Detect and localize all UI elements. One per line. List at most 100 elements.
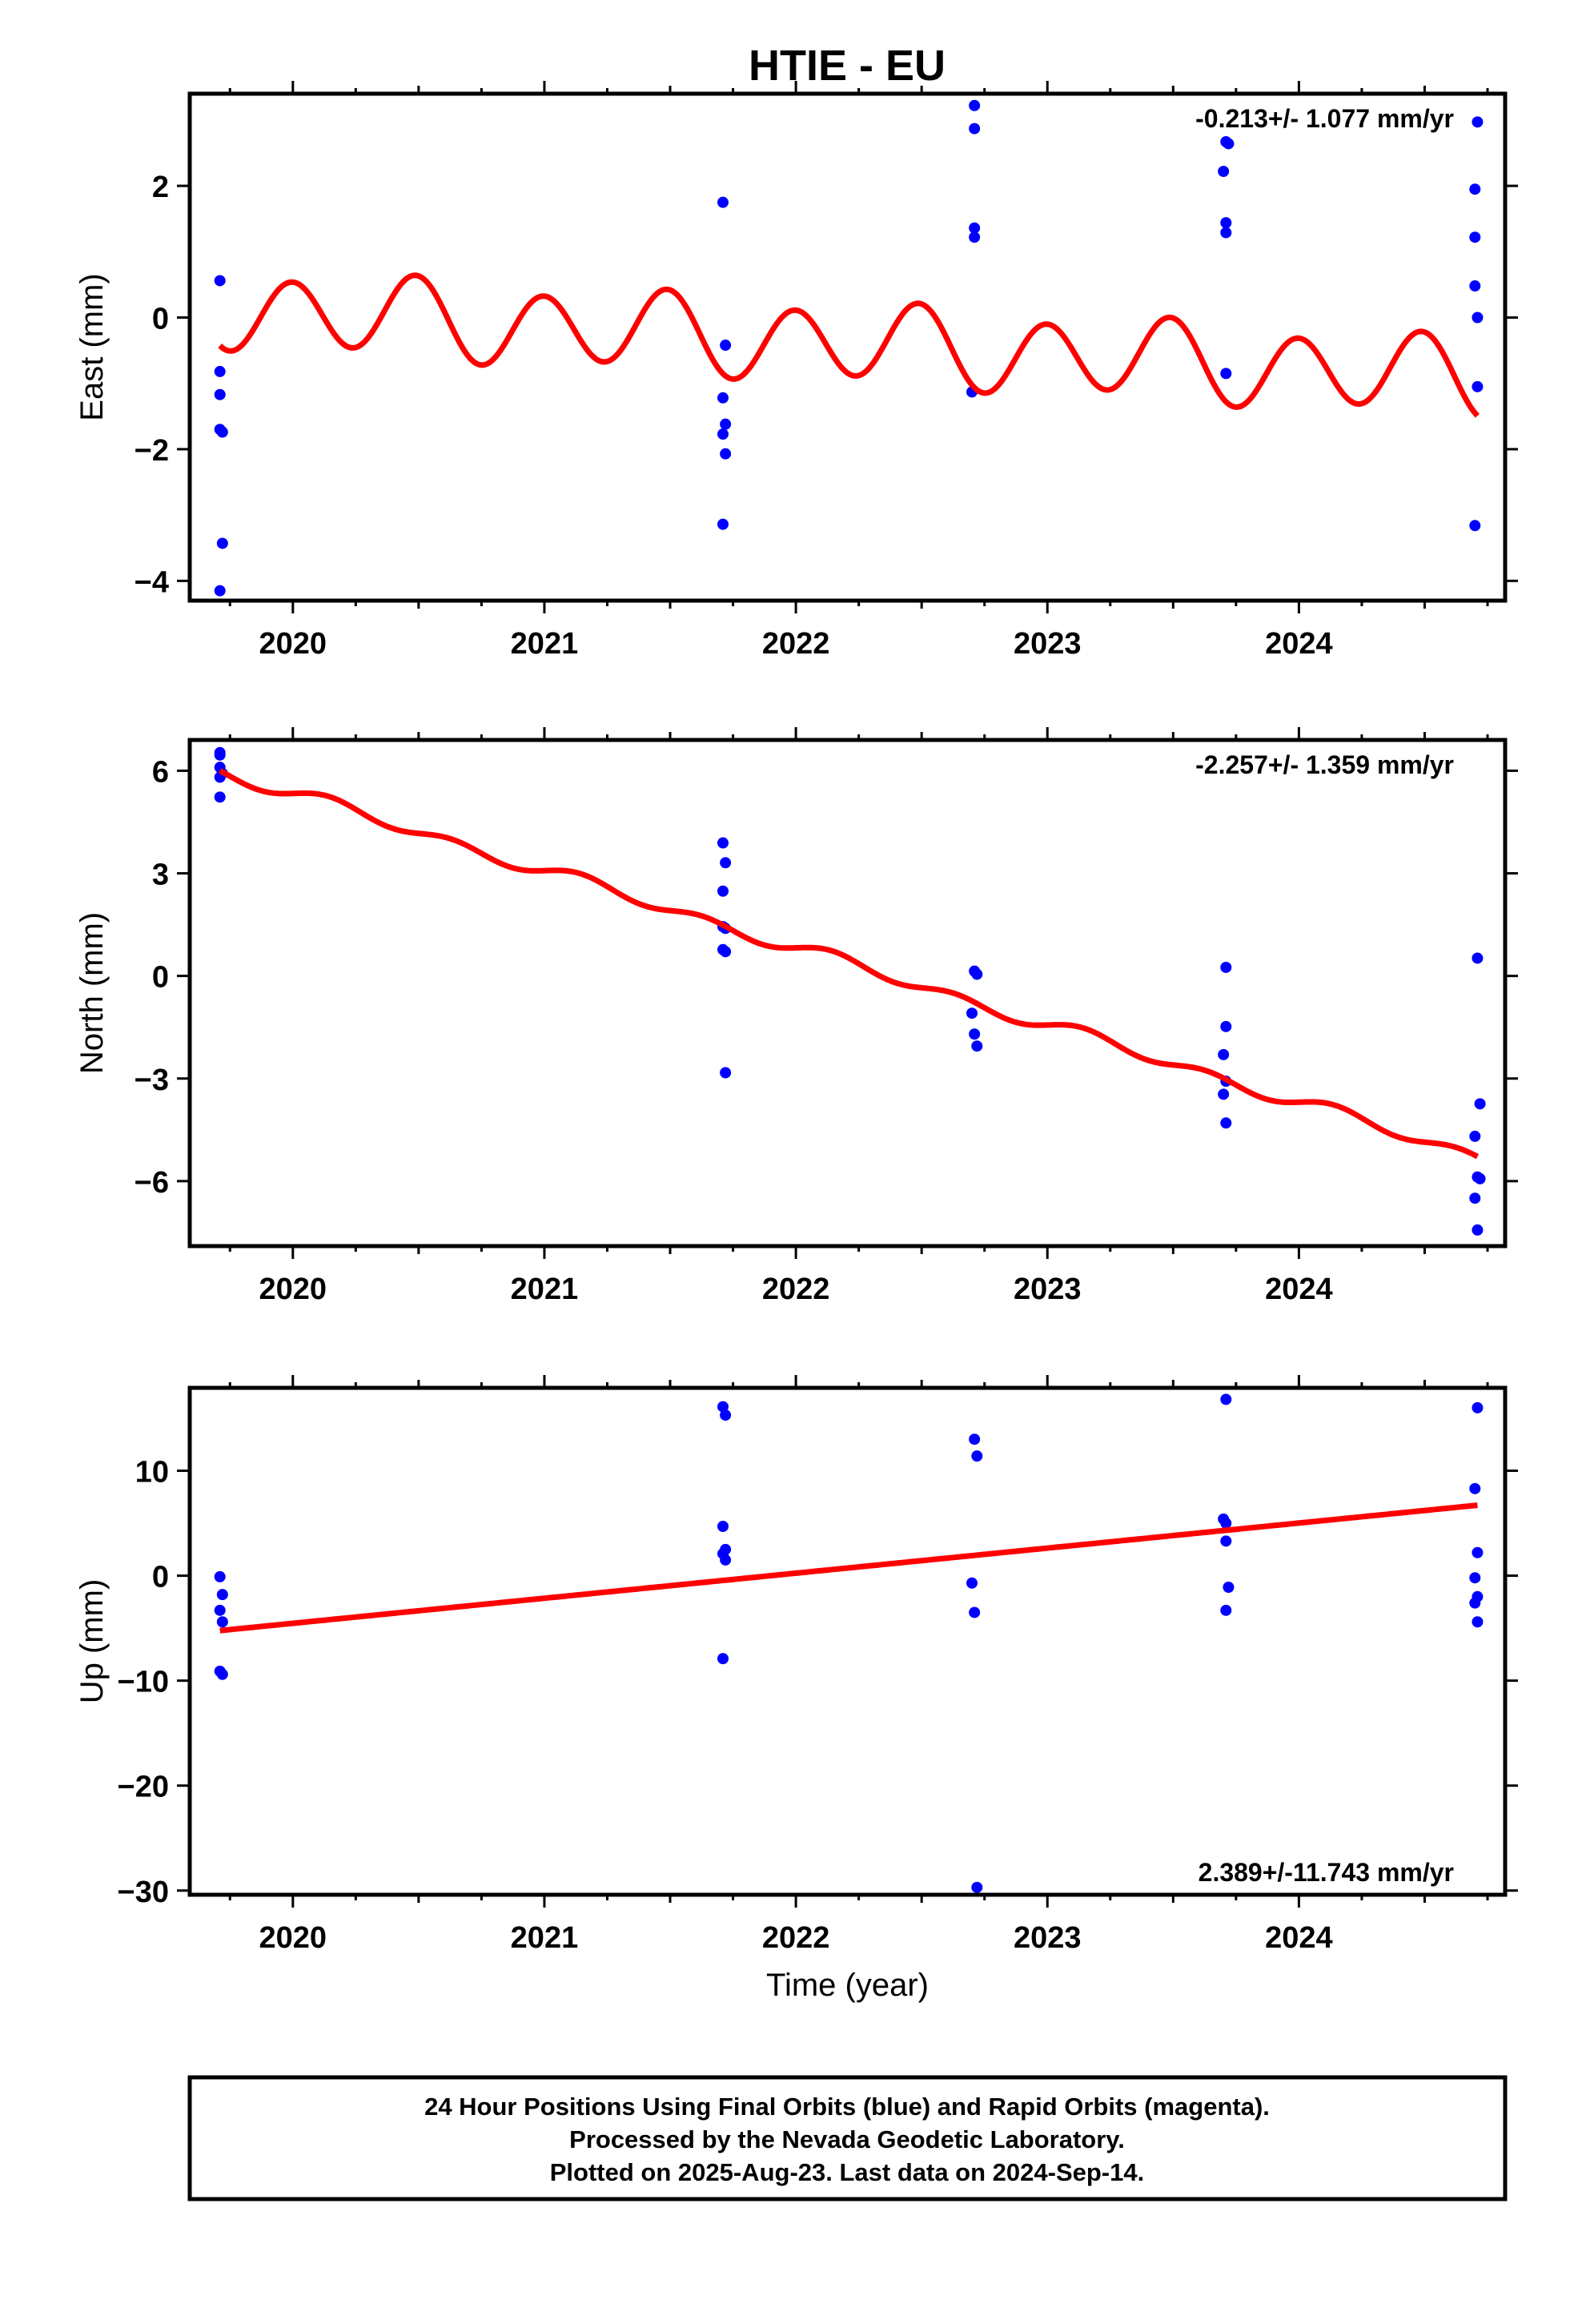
data-point xyxy=(717,196,729,208)
data-point xyxy=(720,946,732,958)
data-point xyxy=(1469,1482,1481,1494)
y-tick-label: −10 xyxy=(118,1666,169,1699)
x-tick-label: 2020 xyxy=(259,1273,327,1306)
data-point xyxy=(717,428,729,440)
data-point xyxy=(214,749,226,761)
y-tick-label: −30 xyxy=(118,1876,169,1909)
data-point xyxy=(1472,116,1484,128)
y-tick-label: −4 xyxy=(135,565,169,599)
footer-line-1: 24 Hour Positions Using Final Orbits (bl… xyxy=(424,2093,1270,2121)
data-point xyxy=(720,418,732,430)
y-tick-label: 0 xyxy=(152,1561,169,1594)
x-tick-label: 2022 xyxy=(762,627,830,661)
data-point xyxy=(1469,1572,1481,1584)
data-point xyxy=(971,1881,983,1893)
data-point xyxy=(1472,1224,1484,1236)
data-point xyxy=(1469,231,1481,243)
footer-line-3: Plotted on 2025-Aug-23. Last data on 202… xyxy=(550,2158,1144,2186)
data-point xyxy=(1220,1117,1232,1129)
data-point xyxy=(1469,1597,1481,1609)
x-tick-label: 2023 xyxy=(1014,1273,1082,1306)
data-point xyxy=(1472,312,1484,324)
panel-up: 2020 2021 2022 2023 2024 −30 −20 −10 0 10 Up (mm) T… xyxy=(74,1375,1518,2003)
data-point xyxy=(1223,138,1235,150)
data-point xyxy=(971,968,983,980)
data-point xyxy=(971,1450,983,1462)
data-point xyxy=(1469,520,1481,532)
y-tick-label: −3 xyxy=(135,1063,169,1097)
data-point xyxy=(969,231,981,243)
x-tick-label: 2024 xyxy=(1265,1273,1333,1306)
x-tick-label: 2024 xyxy=(1265,627,1333,661)
fit-line xyxy=(218,272,1480,418)
data-point xyxy=(969,123,981,135)
data-point xyxy=(1220,1604,1232,1616)
data-point xyxy=(966,1007,978,1019)
rate-label: -0.213+/- 1.077 mm/yr xyxy=(1195,104,1454,133)
y-tick-label: 0 xyxy=(152,961,169,995)
data-point xyxy=(1220,217,1232,229)
x-tick-label: 2022 xyxy=(762,1273,830,1306)
x-tick-label: 2024 xyxy=(1265,1921,1333,1955)
panel-east: 2020 2021 2022 2023 2024 −4 −2 0 2 East (mm) -0.21… xyxy=(74,81,1518,661)
data-point xyxy=(1220,1020,1232,1032)
data-point xyxy=(1218,166,1230,178)
footer-box: 24 Hour Positions Using Final Orbits (bl… xyxy=(187,2075,1508,2201)
data-point xyxy=(966,1577,978,1589)
data-point xyxy=(214,1570,226,1582)
data-point xyxy=(1220,368,1232,380)
y-tick-label: 3 xyxy=(152,858,169,892)
data-point xyxy=(1472,1546,1484,1558)
panel-north: 2020 2021 2022 2023 2024 −6 −3 0 3 6 North (mm) -2.… xyxy=(74,727,1518,1306)
data-point xyxy=(214,585,226,597)
rate-label: -2.257+/- 1.359 mm/yr xyxy=(1195,750,1454,779)
data-point xyxy=(717,837,729,849)
data-point xyxy=(1472,1616,1484,1628)
data-point xyxy=(720,1554,732,1566)
plot-area xyxy=(214,99,1484,597)
data-point xyxy=(214,791,226,803)
plot-frame xyxy=(187,738,1508,1248)
data-point xyxy=(1220,1393,1232,1405)
data-point xyxy=(717,1653,729,1665)
data-point xyxy=(969,1028,981,1040)
data-point xyxy=(216,426,228,438)
y-tick-label: 2 xyxy=(152,171,169,204)
data-point xyxy=(1220,1518,1232,1530)
x-axis-label: Time (year) xyxy=(766,1968,929,2003)
data-point xyxy=(1472,952,1484,964)
data-point xyxy=(216,537,228,549)
data-point xyxy=(1220,1535,1232,1547)
data-point xyxy=(1218,1088,1230,1100)
data-point xyxy=(1474,1098,1486,1110)
data-point xyxy=(216,1589,228,1601)
fit-line xyxy=(219,1502,1479,1634)
y-axis-label: North (mm) xyxy=(74,912,110,1074)
data-point xyxy=(720,1067,732,1079)
x-tick-label: 2020 xyxy=(259,1921,327,1955)
y-tick-label: −6 xyxy=(135,1166,169,1200)
data-point xyxy=(1472,1401,1484,1413)
data-point xyxy=(1469,183,1481,195)
x-tick-label: 2021 xyxy=(511,627,579,661)
data-point xyxy=(969,222,981,234)
footer-frame xyxy=(187,2075,1508,2201)
data-point xyxy=(969,99,981,111)
chart-title: HTIE - EU xyxy=(749,42,946,90)
plot-frame xyxy=(187,91,1508,603)
plot-area xyxy=(214,746,1486,1236)
data-point xyxy=(1469,280,1481,292)
y-tick-label: 10 xyxy=(135,1456,169,1490)
data-point xyxy=(214,365,226,377)
x-tick-label: 2021 xyxy=(511,1273,579,1306)
fit-line xyxy=(219,768,1480,1160)
data-point xyxy=(720,448,732,460)
x-tick-label: 2022 xyxy=(762,1921,830,1955)
data-point xyxy=(216,1668,228,1680)
data-point xyxy=(1472,380,1484,392)
y-tick-label: 6 xyxy=(152,755,169,789)
data-point xyxy=(1220,961,1232,973)
data-point xyxy=(214,275,226,287)
